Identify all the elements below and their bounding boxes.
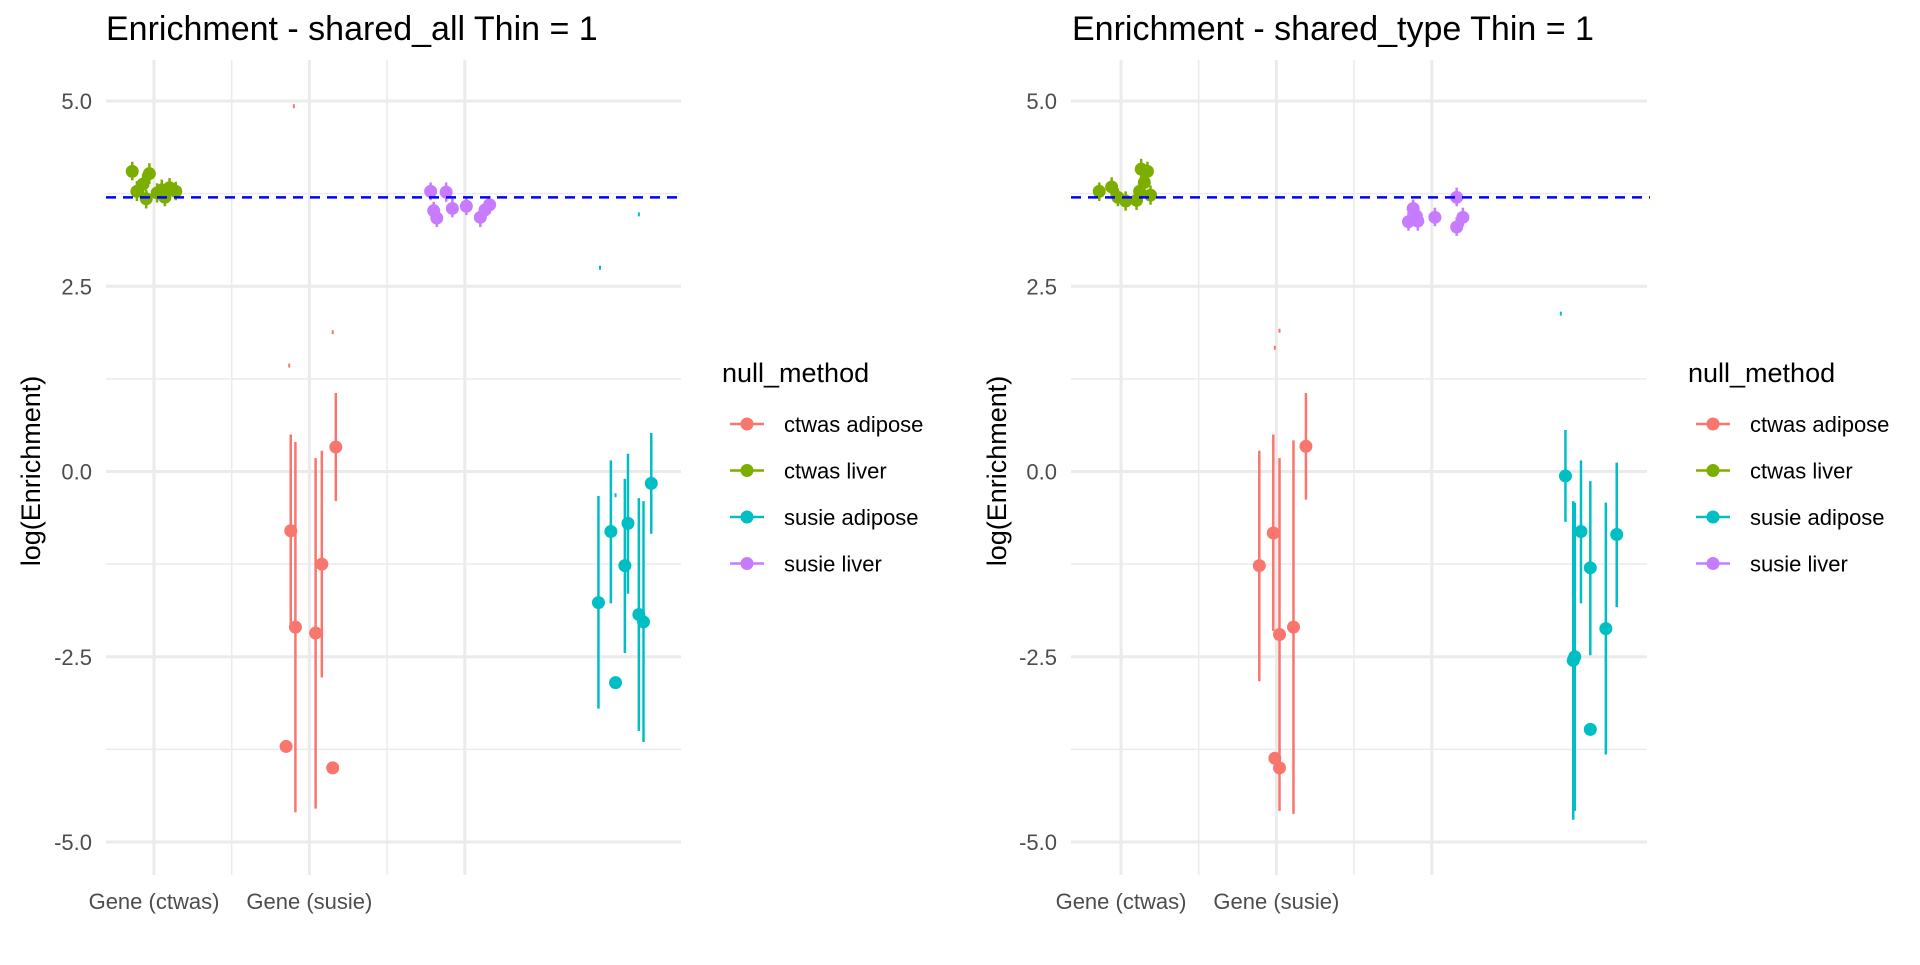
- data-point: [1105, 180, 1119, 194]
- y-axis-label: log(Enrichment): [982, 376, 1012, 567]
- data-point: [445, 201, 459, 215]
- chart-panel-2: Enrichment - shared_type Thin = 1 5.0 2.5 0…: [982, 10, 1889, 914]
- data-point: [1273, 628, 1287, 642]
- data-point: [125, 164, 139, 178]
- data-point: [591, 596, 605, 610]
- data-point: [459, 199, 473, 213]
- y-tick-label: 2.5: [1026, 274, 1057, 299]
- y-tick-label: 0.0: [61, 460, 92, 485]
- data-point: [1266, 526, 1280, 540]
- legend-item: ctwas adipose: [784, 412, 923, 437]
- chart-title: Enrichment - shared_type Thin = 1: [1072, 10, 1594, 48]
- data-point: [439, 185, 453, 199]
- data-point: [1411, 214, 1425, 228]
- legend-key-point: [1706, 510, 1720, 524]
- series-susie-adipose: [1558, 430, 1624, 820]
- data-point: [309, 626, 323, 640]
- data-point: [1574, 525, 1588, 539]
- y-tick-label: -2.5: [1019, 645, 1057, 670]
- legend-key-point: [1706, 464, 1720, 477]
- data-point: [604, 525, 618, 539]
- chart-title: Enrichment - shared_all Thin = 1: [106, 10, 598, 48]
- data-point: [1610, 527, 1624, 541]
- legend-key-point: [740, 464, 754, 477]
- data-point: [618, 559, 632, 573]
- x-tick-label: Gene (ctwas): [89, 889, 220, 914]
- data-point: [1140, 164, 1154, 178]
- series-ctwas-adipose: [279, 392, 343, 813]
- legend-key-point: [740, 417, 754, 431]
- series-ctwas-adipose: [1252, 392, 1313, 814]
- series-ctwas-liver: [1092, 158, 1158, 211]
- data-point: [644, 476, 658, 490]
- legend-title: null_method: [1688, 358, 1835, 388]
- data-point: [288, 620, 302, 634]
- y-tick-label: 5.0: [61, 89, 92, 114]
- x-tick-label: Gene (ctwas): [1056, 889, 1187, 914]
- data-point: [1583, 561, 1597, 575]
- series-susie-liver: [424, 182, 497, 227]
- data-point: [279, 739, 293, 753]
- y-tick-label: -5.0: [54, 830, 92, 855]
- legend-key-point: [1706, 417, 1720, 431]
- data-point: [1428, 210, 1442, 224]
- data-point: [1268, 751, 1282, 765]
- legend-item: susie liver: [784, 552, 882, 577]
- data-point: [169, 184, 183, 198]
- data-point: [1286, 620, 1300, 634]
- data-point: [1558, 469, 1572, 483]
- y-tick-label: 2.5: [61, 274, 92, 299]
- data-point: [609, 676, 623, 690]
- data-point: [284, 524, 298, 538]
- data-point: [637, 615, 651, 629]
- legend-key-point: [1706, 557, 1720, 570]
- data-point: [1583, 722, 1597, 736]
- y-tick-label: -5.0: [1019, 830, 1057, 855]
- data-point: [424, 184, 438, 198]
- legend-title: null_method: [722, 358, 869, 388]
- legend-item: susie liver: [1750, 552, 1848, 577]
- y-tick-label: 5.0: [1026, 89, 1057, 114]
- data-point: [1252, 559, 1266, 573]
- chart-panel-1: Enrichment - shared_all Thin = 1 5.0 2.5 0.…: [16, 10, 923, 914]
- y-axis-label: log(Enrichment): [16, 376, 46, 567]
- legend-key-point: [740, 510, 754, 524]
- data-point: [1144, 188, 1158, 202]
- data-point: [1450, 190, 1464, 204]
- legend-item: ctwas liver: [784, 459, 887, 484]
- data-point: [1299, 439, 1313, 453]
- data-point: [139, 192, 153, 206]
- data-point: [136, 177, 150, 191]
- data-point: [1450, 220, 1464, 234]
- data-point: [315, 557, 329, 571]
- y-tick-label: 0.0: [1026, 460, 1057, 485]
- y-tick-label: -2.5: [54, 645, 92, 670]
- data-point: [1092, 184, 1106, 198]
- legend-key-point: [740, 557, 754, 570]
- legend-item: ctwas liver: [1750, 459, 1853, 484]
- data-point: [621, 516, 635, 530]
- legend-item: ctwas adipose: [1750, 412, 1889, 437]
- data-point: [326, 761, 340, 775]
- x-tick-label: Gene (susie): [246, 889, 372, 914]
- data-point: [1456, 210, 1470, 224]
- data-point: [329, 440, 343, 454]
- legend-item: susie adipose: [1750, 505, 1885, 530]
- data-point: [1273, 761, 1287, 775]
- x-tick-label: Gene (susie): [1213, 889, 1339, 914]
- data-point: [1568, 650, 1582, 664]
- data-point: [142, 167, 156, 181]
- series-susie-adipose: [591, 432, 658, 742]
- data-point: [483, 198, 497, 212]
- data-point: [430, 211, 444, 225]
- series-susie-liver: [1401, 187, 1470, 236]
- data-point: [1599, 622, 1613, 636]
- legend-item: susie adipose: [784, 505, 919, 530]
- data-point: [1137, 176, 1151, 190]
